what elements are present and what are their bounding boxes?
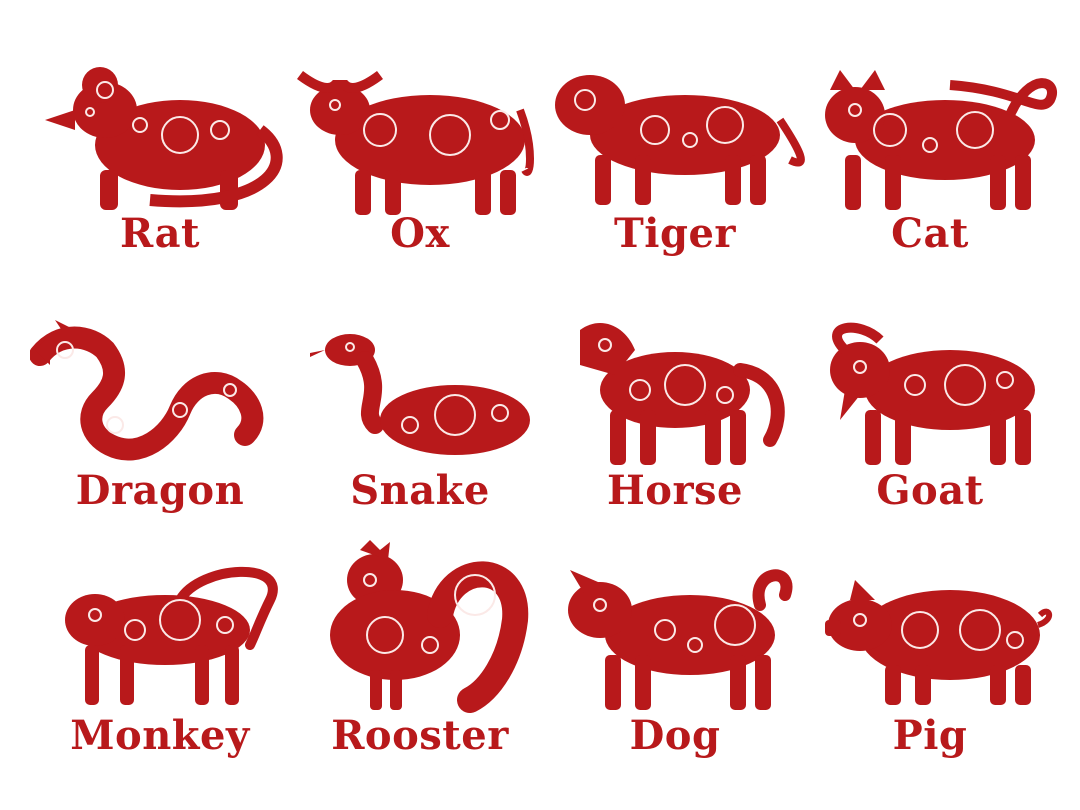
ox-icon [297,70,534,215]
zodiac-label-rooster: Rooster [331,712,509,759]
goat-icon [830,322,1035,465]
zodiac-cell-ox: Ox [290,60,550,300]
zodiac-cell-snake: Snake [290,315,550,555]
horse-icon [580,322,785,465]
zodiac-label-cat: Cat [891,210,969,257]
cat-icon [825,70,1057,210]
zodiac-cell-monkey: Monkey [30,560,290,800]
zodiac-cell-horse: Horse [545,315,805,555]
zodiac-cell-dog: Dog [545,560,805,800]
dragon-icon [30,320,264,461]
tiger-icon [555,75,805,205]
zodiac-cell-rooster: Rooster [290,540,550,780]
rat-icon [45,67,283,210]
zodiac-label-monkey: Monkey [70,712,250,759]
zodiac-cell-goat: Goat [800,315,1060,555]
zodiac-cell-dragon: Dragon [30,315,290,555]
zodiac-label-rat: Rat [119,210,201,257]
zodiac-label-ox: Ox [390,210,450,257]
rooster-icon [330,540,529,713]
zodiac-label-goat: Goat [876,467,984,514]
zodiac-label-tiger: Tiger [614,210,736,257]
zodiac-label-dog: Dog [629,712,721,759]
pig-icon [825,580,1053,705]
snake-icon [310,334,530,455]
zodiac-cell-tiger: Tiger [545,60,805,300]
zodiac-cell-pig: Pig [800,560,1060,800]
zodiac-cell-rat: Rat [30,60,290,300]
zodiac-cell-cat: Cat [800,60,1060,300]
dog-icon [568,569,793,710]
zodiac-label-horse: Horse [606,467,743,514]
zodiac-label-pig: Pig [892,712,968,759]
zodiac-label-dragon: Dragon [75,467,245,514]
zodiac-label-snake: Snake [350,467,490,514]
monkey-icon [65,566,278,705]
